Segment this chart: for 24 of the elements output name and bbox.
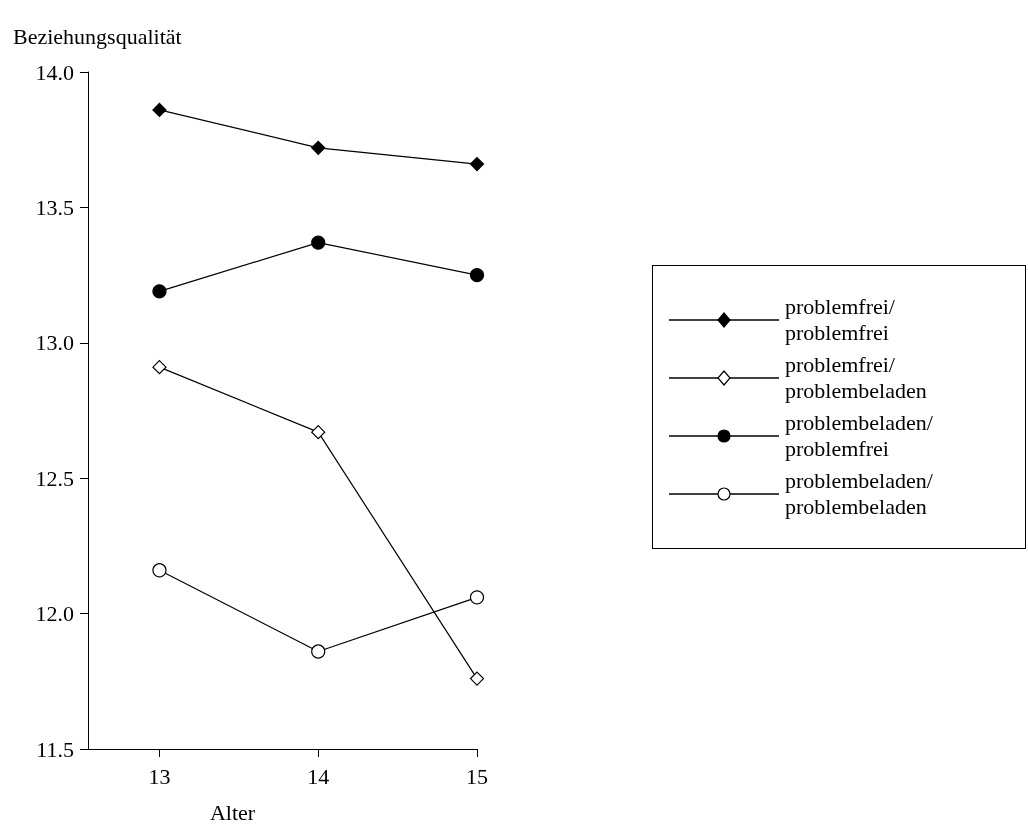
y-tick-label: 11.5 (36, 736, 74, 762)
x-tick-label: 15 (466, 763, 488, 789)
point (152, 360, 167, 375)
point (469, 671, 485, 686)
legend-label: problembeladen/ problembeladen (785, 468, 934, 520)
x-tick-label: 13 (148, 763, 171, 789)
y-tick-label: 13.5 (35, 194, 74, 220)
y-tick-label: 14.0 (35, 59, 74, 85)
point (152, 102, 167, 118)
point (311, 235, 326, 250)
y-tick-label: 12.5 (35, 465, 74, 491)
y-tick-label: 12.0 (35, 601, 74, 627)
point (152, 563, 167, 578)
point (469, 590, 485, 605)
point (469, 156, 485, 172)
x-tick-label: 14 (307, 763, 330, 789)
x-axis-title: Alter (209, 799, 256, 825)
y-tick-label: 13.0 (35, 330, 74, 356)
point (311, 140, 326, 155)
point (469, 268, 485, 283)
point (152, 284, 167, 299)
point (311, 644, 326, 659)
point (311, 425, 326, 440)
y-axis-title: Beziehungsqualität (13, 23, 182, 49)
